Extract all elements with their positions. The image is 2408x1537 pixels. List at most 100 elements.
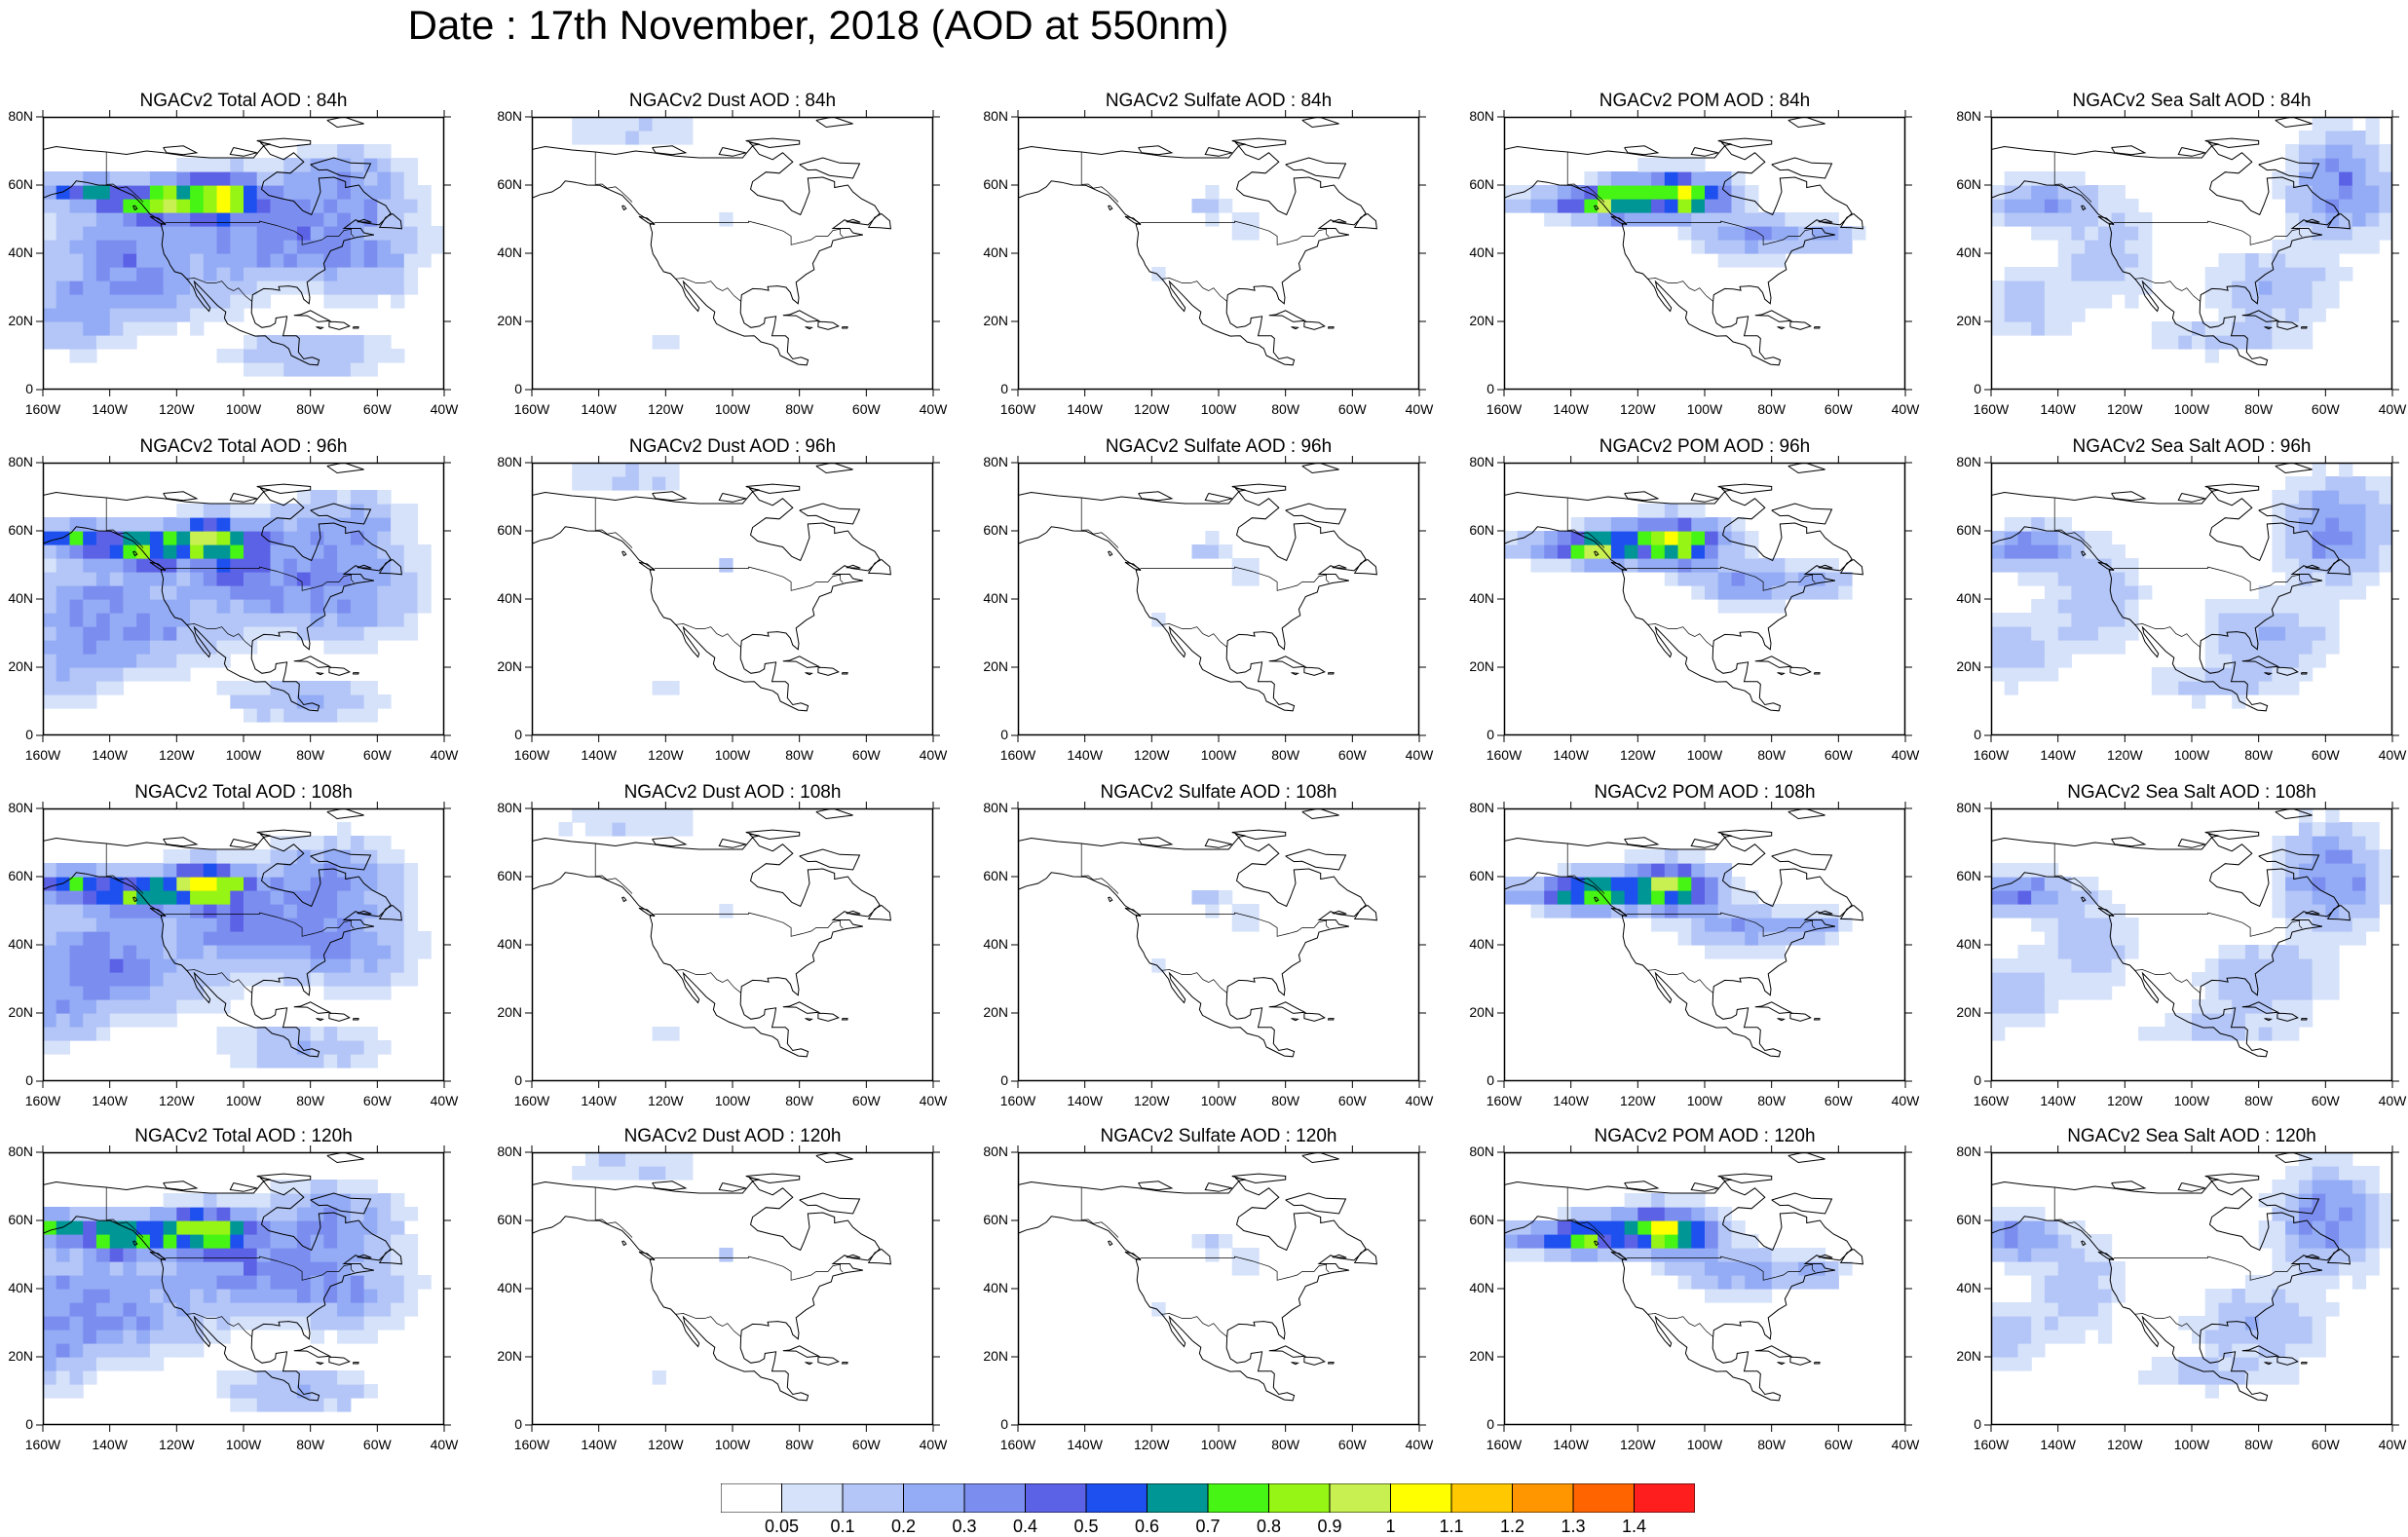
aod-field <box>1991 463 2392 709</box>
y-tick-label: 0 <box>1000 1072 1008 1088</box>
x-tick-label: 160W <box>24 1093 61 1108</box>
x-tick-label: 40W <box>1405 401 1434 417</box>
y-tick-label: 0 <box>25 381 33 396</box>
y-tick-label: 60N <box>983 868 1008 883</box>
x-tick-label: 40W <box>430 401 459 417</box>
x-tick-label: 80W <box>2244 1093 2274 1108</box>
x-tick-label: 80W <box>2244 401 2274 417</box>
x-tick-label: 120W <box>1134 1093 1170 1108</box>
aod-field <box>43 822 432 1068</box>
y-tick-label: 0 <box>514 1416 522 1432</box>
colorbar-swatch <box>1085 1483 1148 1513</box>
y-tick-label: 40N <box>8 590 33 606</box>
x-tick-label: 120W <box>1620 1093 1656 1108</box>
coastlines <box>43 808 402 1058</box>
y-tick-label: 20N <box>8 1004 33 1020</box>
colorbar-swatch <box>1450 1483 1513 1513</box>
y-tick-label: 60N <box>497 176 522 192</box>
aod-field <box>1151 1234 1260 1317</box>
y-tick-label: 80N <box>1956 108 1981 124</box>
y-tick-label: 20N <box>983 313 1008 328</box>
panel-title: NGACv2 Total AOD : 120h <box>134 1126 353 1146</box>
figure-title: Date : 17th November, 2018 (AOD at 550nm… <box>407 2 1229 48</box>
coastlines <box>1018 1152 1377 1402</box>
panel-title: NGACv2 Dust AOD : 84h <box>628 91 837 111</box>
x-tick-label: 80W <box>1757 401 1787 417</box>
colorbar-level-label: 0.5 <box>1073 1517 1099 1536</box>
map-frame <box>42 462 445 736</box>
x-tick-label: 100W <box>1686 401 1723 417</box>
x-tick-label: 100W <box>714 747 751 763</box>
x-tick-label: 140W <box>1067 747 1103 763</box>
coastlines <box>1018 117 1377 366</box>
x-tick-label: 100W <box>225 1437 262 1452</box>
y-tick-label: 80N <box>8 800 33 815</box>
y-tick-label: 0 <box>514 381 522 396</box>
colorbar <box>721 1483 1695 1513</box>
aod-field <box>572 117 734 350</box>
x-tick-label: 80W <box>785 1093 814 1108</box>
y-tick-label: 20N <box>8 313 33 328</box>
x-tick-label: 40W <box>1405 1437 1434 1452</box>
map-panel-seasalt-96h <box>1984 456 2399 742</box>
y-tick-label: 0 <box>1486 727 1494 742</box>
y-tick-label: 80N <box>8 1143 33 1159</box>
panel-title: NGACv2 Sulfate AOD : 96h <box>1105 436 1333 457</box>
x-tick-label: 60W <box>362 1437 392 1452</box>
x-tick-label: 120W <box>159 1437 195 1452</box>
aod-field <box>43 1180 432 1412</box>
colorbar-swatch <box>903 1483 965 1513</box>
x-tick-label: 140W <box>2040 401 2076 417</box>
x-tick-label: 120W <box>1134 1437 1170 1452</box>
y-tick-label: 20N <box>1469 658 1494 674</box>
map-panel-total-120h <box>36 1145 451 1432</box>
x-tick-label: 140W <box>2040 1437 2076 1452</box>
y-tick-label: 40N <box>1956 936 1981 952</box>
colorbar-swatch <box>1207 1483 1269 1513</box>
x-tick-label: 120W <box>1134 747 1170 763</box>
y-tick-label: 20N <box>1956 1348 1981 1364</box>
colorbar-swatch <box>1147 1483 1209 1513</box>
x-tick-label: 80W <box>785 1437 814 1452</box>
y-tick-label: 80N <box>497 454 522 469</box>
panel-title: NGACv2 Sea Salt AOD : 96h <box>2072 436 2312 457</box>
x-tick-label: 40W <box>919 747 948 763</box>
x-tick-label: 120W <box>1620 401 1656 417</box>
y-tick-label: 40N <box>8 936 33 952</box>
x-tick-label: 80W <box>1271 1093 1300 1108</box>
y-tick-label: 20N <box>8 658 33 674</box>
y-tick-label: 0 <box>1486 381 1494 396</box>
map-panel-sulfate-108h <box>1011 802 1426 1088</box>
x-tick-label: 140W <box>581 1437 617 1452</box>
x-tick-label: 40W <box>430 747 459 763</box>
y-tick-label: 0 <box>1974 727 1981 742</box>
y-tick-label: 60N <box>1469 868 1494 883</box>
x-tick-label: 40W <box>1891 1093 1920 1108</box>
map-panel-seasalt-84h <box>1984 110 2399 396</box>
colorbar-level-label: 1.4 <box>1621 1517 1647 1536</box>
map-frame <box>1503 1151 1906 1426</box>
aod-field <box>1504 158 1866 268</box>
y-tick-label: 0 <box>25 727 33 742</box>
x-tick-label: 40W <box>1405 747 1434 763</box>
y-tick-label: 80N <box>8 454 33 469</box>
y-tick-label: 0 <box>1000 727 1008 742</box>
x-tick-label: 100W <box>1686 1437 1723 1452</box>
colorbar-swatch <box>1329 1483 1391 1513</box>
x-tick-label: 120W <box>159 401 195 417</box>
x-tick-label: 100W <box>2173 1437 2210 1452</box>
aod-field <box>558 808 734 1041</box>
x-tick-label: 140W <box>92 401 128 417</box>
map-frame <box>1990 1151 2393 1426</box>
x-tick-label: 80W <box>1757 747 1787 763</box>
map-frame <box>1017 462 1420 736</box>
y-tick-label: 40N <box>1469 590 1494 606</box>
colorbar-swatch <box>963 1483 1026 1513</box>
map-frame <box>42 807 445 1082</box>
y-tick-label: 60N <box>497 522 522 538</box>
x-tick-label: 60W <box>851 747 881 763</box>
coastlines <box>43 463 402 712</box>
x-tick-label: 100W <box>714 1437 751 1452</box>
colorbar-swatch <box>1025 1483 1087 1513</box>
colorbar-swatch <box>1634 1483 1695 1513</box>
